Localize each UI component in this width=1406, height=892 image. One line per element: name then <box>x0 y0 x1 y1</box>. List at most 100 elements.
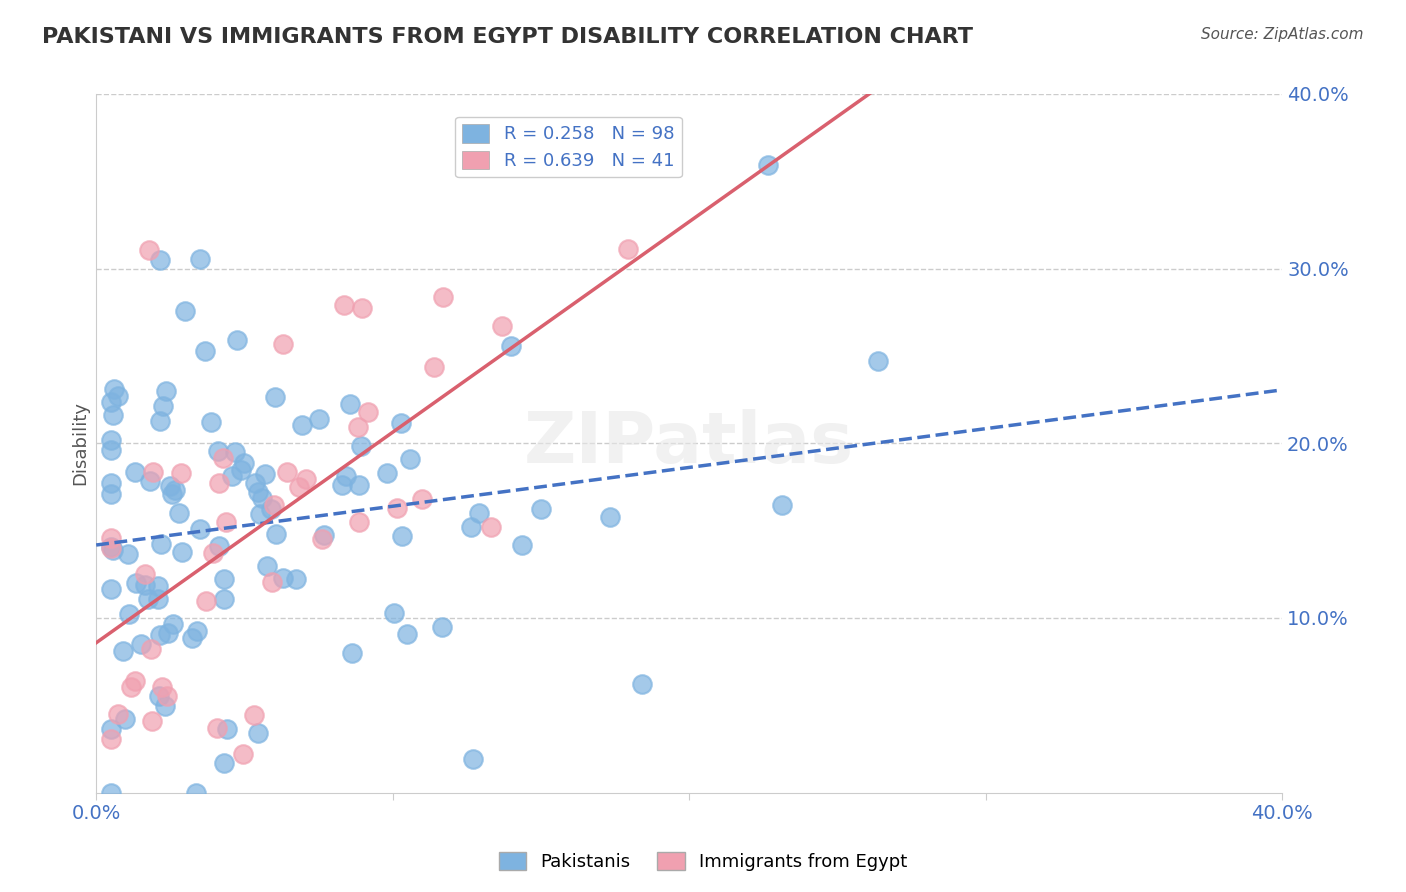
Point <box>172 545 194 559</box>
Point <box>139 474 162 488</box>
Point <box>118 607 141 622</box>
Y-axis label: Disability: Disability <box>72 401 89 485</box>
Point <box>156 626 179 640</box>
Point <box>100 395 122 409</box>
Point <box>375 466 398 480</box>
Point <box>232 747 254 762</box>
Point <box>100 541 122 555</box>
Point <box>107 389 129 403</box>
Point <box>756 158 779 172</box>
Point <box>432 290 454 304</box>
Point <box>349 439 371 453</box>
Point <box>101 543 124 558</box>
Point <box>100 731 122 746</box>
Point <box>100 540 122 554</box>
Text: ZIPatlas: ZIPatlas <box>524 409 855 478</box>
Point <box>208 540 231 554</box>
Point <box>100 531 122 545</box>
Point <box>150 537 173 551</box>
Point <box>186 624 208 638</box>
Point <box>347 515 370 529</box>
Point <box>205 721 228 735</box>
Point <box>169 506 191 520</box>
Point <box>100 582 122 596</box>
Point <box>124 673 146 688</box>
Point <box>207 444 229 458</box>
Point <box>124 465 146 479</box>
Point <box>287 480 309 494</box>
Point <box>385 501 408 516</box>
Point <box>217 722 239 736</box>
Point <box>212 450 235 465</box>
Point <box>273 337 295 351</box>
Point <box>100 475 122 490</box>
Point <box>149 628 172 642</box>
Point <box>423 359 446 374</box>
Point <box>256 559 278 574</box>
Point <box>399 452 422 467</box>
Point <box>138 243 160 257</box>
Point <box>224 445 246 459</box>
Legend: R = 0.258   N = 98, R = 0.639   N = 41: R = 0.258 N = 98, R = 0.639 N = 41 <box>456 117 682 178</box>
Point <box>195 593 218 607</box>
Point <box>468 506 491 520</box>
Text: PAKISTANI VS IMMIGRANTS FROM EGYPT DISABILITY CORRELATION CHART: PAKISTANI VS IMMIGRANTS FROM EGYPT DISAB… <box>42 27 973 46</box>
Point <box>770 498 793 512</box>
Point <box>391 529 413 543</box>
Point <box>146 591 169 606</box>
Point <box>430 620 453 634</box>
Point <box>347 478 370 492</box>
Point <box>139 642 162 657</box>
Point <box>149 252 172 267</box>
Point <box>294 472 316 486</box>
Point <box>215 516 238 530</box>
Point <box>311 532 333 546</box>
Point <box>284 572 307 586</box>
Point <box>233 456 256 470</box>
Point <box>347 420 370 434</box>
Point <box>152 400 174 414</box>
Point <box>350 301 373 316</box>
Point <box>382 606 405 620</box>
Point <box>231 463 253 477</box>
Point <box>117 547 139 561</box>
Point <box>134 578 156 592</box>
Point <box>173 304 195 318</box>
Point <box>260 501 283 516</box>
Point <box>149 414 172 428</box>
Point <box>499 339 522 353</box>
Point <box>460 520 482 534</box>
Point <box>243 707 266 722</box>
Point <box>510 538 533 552</box>
Point <box>170 466 193 480</box>
Point <box>150 680 173 694</box>
Point <box>134 567 156 582</box>
Point <box>530 501 553 516</box>
Point <box>221 469 243 483</box>
Point <box>332 298 354 312</box>
Point <box>100 722 122 736</box>
Point <box>253 467 276 482</box>
Point <box>335 469 357 483</box>
Point <box>112 644 135 658</box>
Point <box>124 576 146 591</box>
Point <box>163 483 186 497</box>
Point <box>114 712 136 726</box>
Point <box>103 383 125 397</box>
Point <box>260 575 283 590</box>
Point <box>212 572 235 586</box>
Point <box>463 752 485 766</box>
Point <box>159 479 181 493</box>
Point <box>194 344 217 359</box>
Point <box>243 475 266 490</box>
Point <box>214 591 236 606</box>
Point <box>866 354 889 368</box>
Point <box>330 478 353 492</box>
Point <box>264 527 287 541</box>
Point <box>599 509 621 524</box>
Point <box>184 786 207 800</box>
Point <box>188 522 211 536</box>
Point <box>153 699 176 714</box>
Point <box>120 680 142 694</box>
Point <box>312 528 335 542</box>
